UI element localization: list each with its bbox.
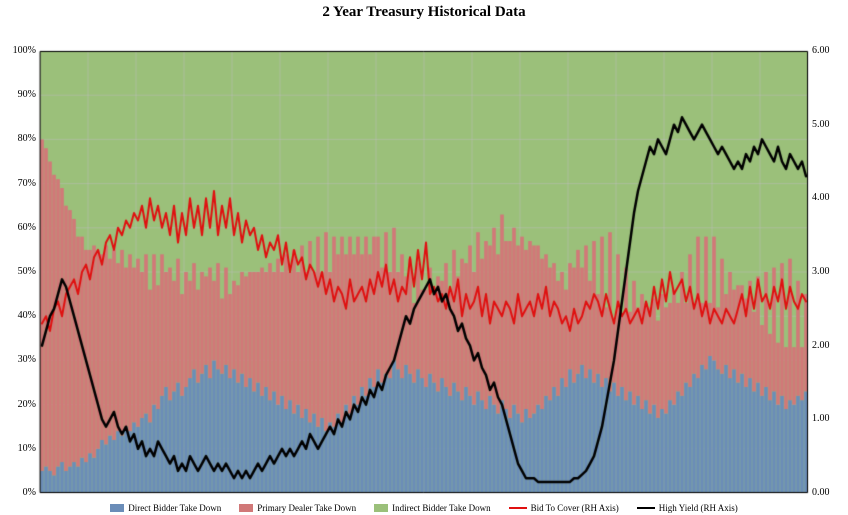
legend-item-hy: High Yield (RH Axis) bbox=[637, 503, 738, 513]
legend-line-btc bbox=[509, 507, 527, 509]
legend-item-btc: Bid To Cover (RH Axis) bbox=[509, 503, 619, 513]
legend-swatch-indirect bbox=[374, 504, 388, 512]
chart-title: 2 Year Treasury Historical Data bbox=[0, 0, 848, 21]
chart-canvas bbox=[0, 21, 848, 515]
legend-swatch-direct bbox=[110, 504, 124, 512]
legend-item-direct: Direct Bidder Take Down bbox=[110, 503, 221, 513]
chart-container: 0%10%20%30%40%50%60%70%80%90%100%0.001.0… bbox=[0, 21, 848, 515]
legend-swatch-primary bbox=[239, 504, 253, 512]
legend-label-primary: Primary Dealer Take Down bbox=[257, 503, 356, 513]
legend-label-direct: Direct Bidder Take Down bbox=[128, 503, 221, 513]
legend-item-indirect: Indirect Bidder Take Down bbox=[374, 503, 490, 513]
legend-line-hy bbox=[637, 507, 655, 509]
legend-label-indirect: Indirect Bidder Take Down bbox=[392, 503, 490, 513]
legend-item-primary: Primary Dealer Take Down bbox=[239, 503, 356, 513]
legend-label-hy: High Yield (RH Axis) bbox=[659, 503, 738, 513]
legend-label-btc: Bid To Cover (RH Axis) bbox=[531, 503, 619, 513]
legend: Direct Bidder Take Down Primary Dealer T… bbox=[0, 503, 848, 513]
